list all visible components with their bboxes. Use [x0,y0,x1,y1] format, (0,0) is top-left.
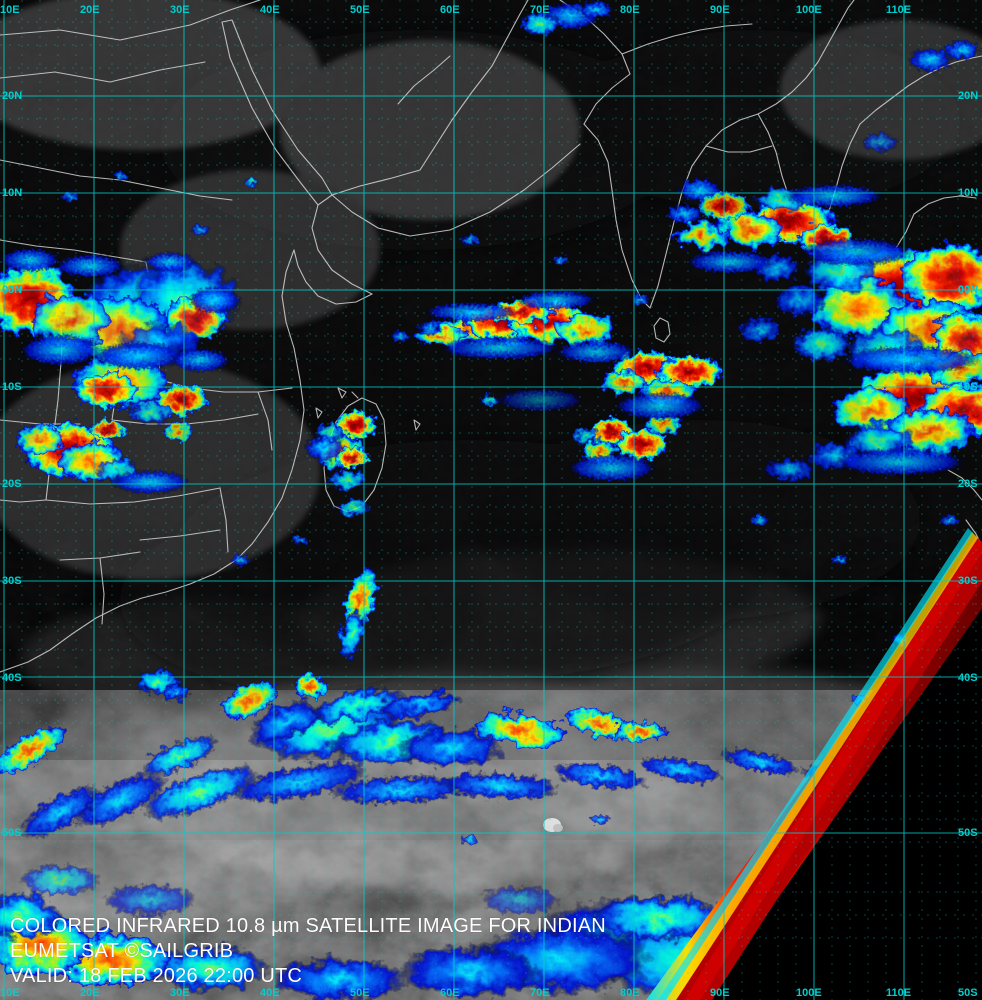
lon-label-top-110e: 110E [886,4,911,16]
lon-label-bottom-10e: 10E [0,987,20,999]
lon-label-top-40e: 40E [260,4,280,16]
lat-label-right-40s: 40S [958,672,978,684]
lat-label-right-00n: 00N [958,284,978,296]
lon-label-bottom-100e: 100E [796,987,822,999]
lon-label-top-50e: 50E [350,4,370,16]
lat-label-right-50s: 50S [958,827,978,839]
lat-label-left-20s: 20S [2,478,22,490]
lon-label-bottom-20e: 20E [80,987,100,999]
lon-label-bottom-70e: 70E [530,987,550,999]
lat-label-left-00n: 00N [2,284,22,296]
lat-label-left-10n: 10N [2,187,22,199]
lon-label-bottom-60e: 60E [440,987,460,999]
lat-label-left-30s: 30S [2,575,22,587]
lat-label-right-10s: 10S [958,381,978,393]
lat-label-left-10s: 10S [2,381,22,393]
lat-label-left-40s: 40S [2,672,22,684]
lon-label-top-10e: 10E [0,4,20,16]
lat-label-left-20n: 20N [2,90,22,102]
lon-label-top-30e: 30E [170,4,190,16]
lat-label-left-50s: 50S [2,827,22,839]
lon-label-top-70e: 70E [530,4,550,16]
lon-label-bottom-50e: 50E [350,987,370,999]
lon-label-bottom-40e: 40E [260,987,280,999]
lat-label-right-10n: 10N [958,187,978,199]
lat-label-right-20n: 20N [958,90,978,102]
lon-label-bottom-30e: 30E [170,987,190,999]
lon-label-bottom-90e: 90E [710,987,730,999]
lon-label-top-20e: 20E [80,4,100,16]
lat-label-right-bottom-50s: 50S [958,987,978,999]
lat-label-right-20s: 20S [958,478,978,490]
graticule-labels: 10E 20E 30E 40E 50E 60E 70E 80E 90E 100E… [0,4,978,999]
lon-label-bottom-110e: 110E [886,987,911,999]
lon-label-top-100e: 100E [796,4,822,16]
lon-label-top-60e: 60E [440,4,460,16]
lon-label-top-80e: 80E [620,4,640,16]
lon-label-bottom-80e: 80E [620,987,640,999]
lat-label-right-30s: 30S [958,575,978,587]
lon-label-top-90e: 90E [710,4,730,16]
